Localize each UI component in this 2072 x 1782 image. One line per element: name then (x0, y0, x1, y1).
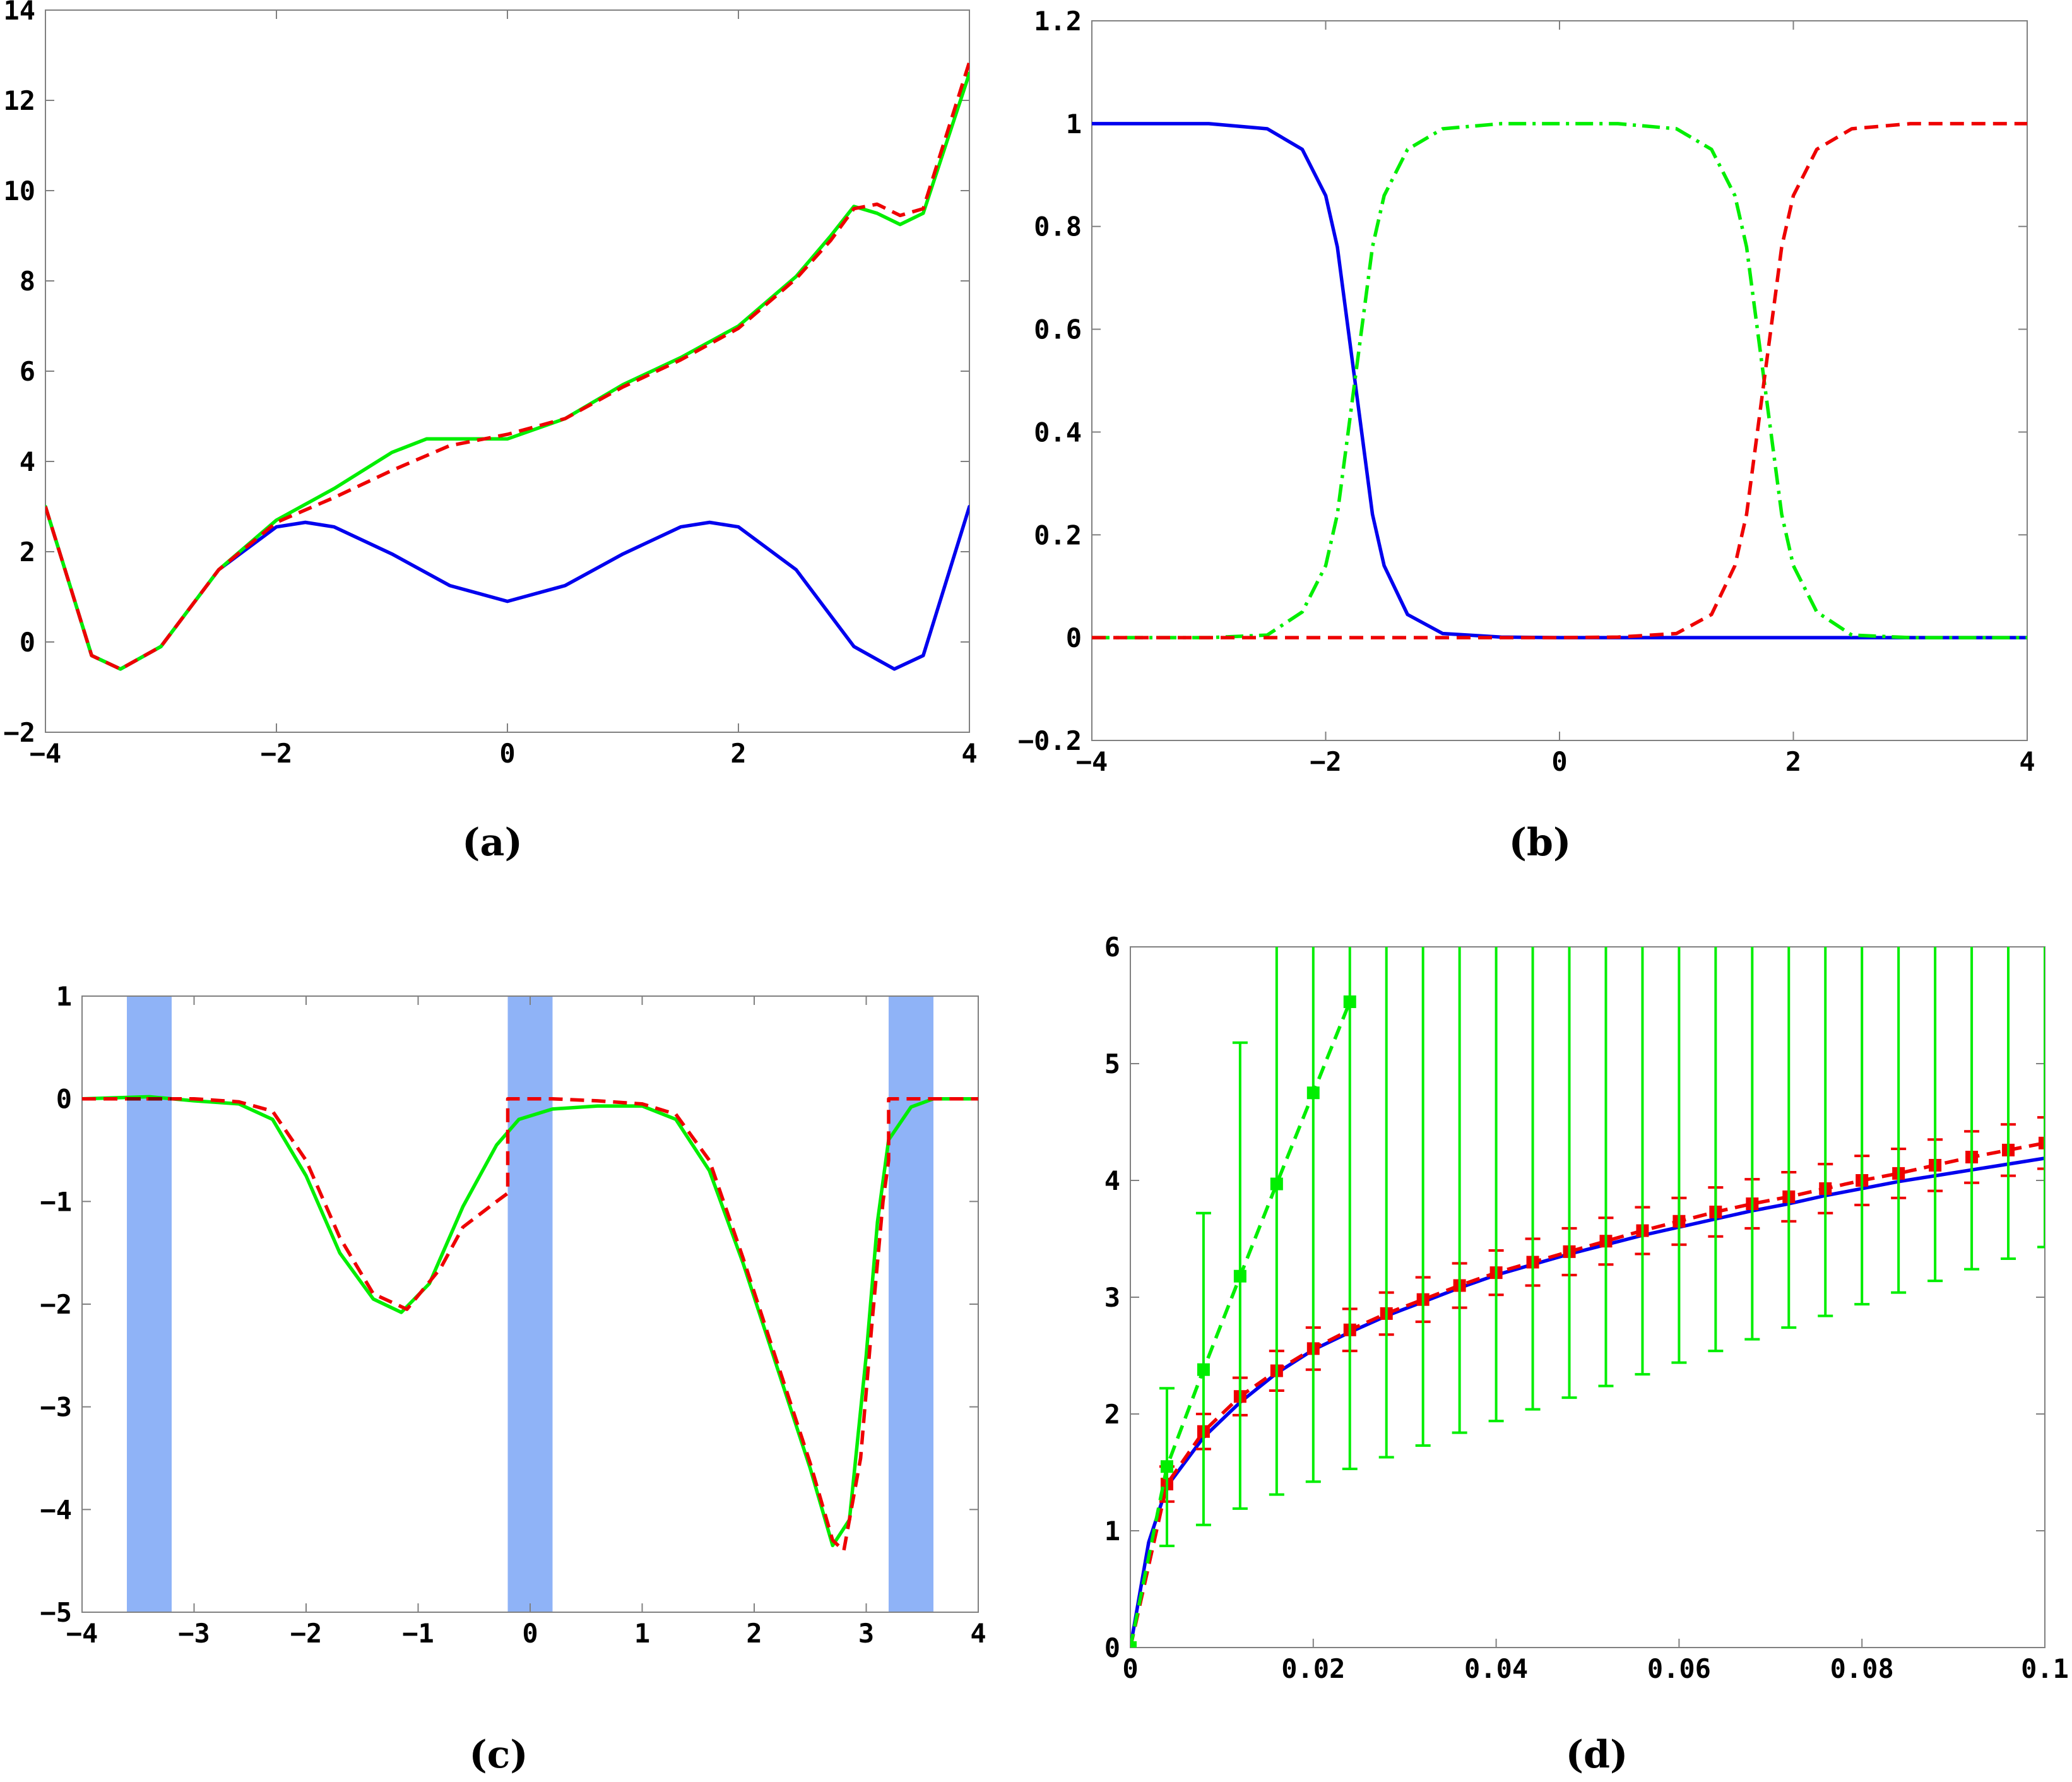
panel-a-ytick-label: 2 (20, 537, 35, 567)
panel-a-label: (a) (462, 821, 523, 865)
panel-c-band-2 (889, 996, 933, 1612)
panel-b-label: (b) (1509, 821, 1572, 865)
panel-c-xtick-label: −1 (402, 1618, 434, 1649)
panel-b-frame (1091, 20, 2028, 741)
panel-a-ytick-label: 12 (3, 85, 35, 116)
panel-d-frame (1130, 946, 2045, 1648)
panel-c-xtick-label: −3 (178, 1618, 210, 1649)
panel-a-plot-area (45, 61, 969, 671)
panel-d-point-estimator-green (1343, 995, 1356, 1008)
panel-b-ytick-label: 0.2 (1034, 520, 1082, 550)
panel-d-xtick-label: 0.04 (1464, 1653, 1528, 1684)
panel-a-xtick-label: 4 (961, 738, 977, 769)
panel-c-band-0 (127, 996, 172, 1612)
panel-c-xtick-label: 0 (522, 1618, 538, 1649)
panel-a-series-fit (45, 71, 969, 671)
panel-d-ytick-label: 4 (1104, 1165, 1120, 1196)
panel-a-xtick-label: 2 (730, 738, 746, 769)
panel-c-xtick-label: 2 (746, 1618, 762, 1649)
panel-b-series-right-well (1092, 122, 2027, 639)
panel-d-ytick-label: 5 (1104, 1048, 1120, 1079)
panel-b-series-middle-well (1092, 122, 2027, 639)
panel-c-xtick-label: −2 (290, 1618, 323, 1649)
panel-c-ytick-label: −4 (40, 1494, 72, 1525)
panel-d-ytick-label: 6 (1104, 932, 1120, 963)
panel-a-xtick-label: −2 (261, 738, 293, 769)
panel-d-ytick-label: 3 (1104, 1282, 1120, 1313)
panel-d-point-estimator-green (1160, 1460, 1173, 1473)
panel-a-xtick-label: −4 (30, 738, 62, 769)
panel-c: −4 −3 −2 −1 0 1 2 3 4−5−4−3−2−101(c) (40, 981, 986, 1777)
panel-c-ytick-label: −2 (40, 1289, 72, 1320)
panel-d: 0 0.02 0.04 0.06 0.08 0.1 0 1 2 3 4 5 6 (d) (1104, 932, 2069, 1777)
panel-b-plot-area (1092, 122, 2027, 639)
panel-d-plot-area (1130, 947, 2045, 1648)
panel-a-ytick-label: 8 (20, 266, 35, 297)
panel-a-xtick-label: 0 (499, 738, 515, 769)
panel-d-label: (d) (1566, 1733, 1628, 1777)
panel-a-ytick-label: −2 (3, 717, 35, 748)
panel-d-ytick-label: 1 (1104, 1516, 1120, 1547)
panel-c-xtick-label: 3 (858, 1618, 874, 1649)
panel-b-xtick-label: 2 (1785, 746, 1801, 777)
panel-c-ytick-label: −5 (40, 1597, 72, 1628)
panel-d-point-estimator-green (1270, 1177, 1283, 1191)
panel-c-xtick-label: 4 (970, 1618, 986, 1649)
panel-b-xtick-label: −4 (1076, 746, 1108, 777)
panel-b-ytick-label: 1.2 (1034, 6, 1082, 37)
panel-b-ytick-label: 0.6 (1034, 314, 1082, 345)
panel-b-ytick-label: −0.2 (1018, 725, 1082, 756)
panel-b-ytick-label: 1 (1066, 109, 1082, 140)
panel-c-ytick-label: 0 (56, 1084, 72, 1115)
panel-b-xtick-label: −2 (1310, 746, 1342, 777)
panel-d-xtick-label: 0.02 (1281, 1653, 1345, 1684)
panel-d-point-estimator-green (1197, 1363, 1210, 1376)
panel-b-ytick-label: 0.8 (1034, 211, 1082, 242)
panel-b-xtick-label: 4 (2019, 746, 2035, 777)
panel-c-xtick-label: 1 (634, 1618, 650, 1649)
panel-c-plot-area (82, 1095, 978, 1553)
panel-c-series-exact (82, 1096, 978, 1553)
panel-d-ytick-label: 2 (1104, 1399, 1120, 1430)
panel-c-ytick-label: −3 (40, 1392, 72, 1423)
panel-c-ytick-label: 1 (56, 981, 72, 1012)
panel-b-series-left-well (1092, 122, 2027, 639)
panel-d-xtick-label: 0.08 (1830, 1653, 1894, 1684)
panel-c-series-estimate (82, 1095, 978, 1548)
panel-b-xtick-label: 0 (1551, 746, 1567, 777)
panel-d-xtick-label: 0.1 (2021, 1653, 2069, 1684)
panel-a-ytick-label: 14 (3, 0, 35, 26)
panel-c-ytick-label: −1 (40, 1186, 72, 1217)
panel-d-point-estimator-green (1233, 1269, 1246, 1283)
panel-a-ytick-label: 10 (3, 175, 35, 206)
panel-b-ytick-label: 0.4 (1034, 417, 1082, 448)
panel-a-ytick-label: 6 (20, 356, 35, 387)
panel-a-frame (45, 9, 970, 733)
panel-c-label: (c) (469, 1733, 528, 1777)
panel-d-series-exact (1130, 1156, 2045, 1648)
panel-d-point-estimator-red (2039, 1136, 2045, 1149)
panel-d-xtick-label: 0 (1122, 1653, 1138, 1684)
panel-b: −4 −2 0 2 4 −0.2 0 0.2 0.4 0.6 0.8 1 1.2 (b) (1018, 6, 2035, 865)
panel-c-xtick-label: −4 (66, 1618, 98, 1649)
panel-d-xtick-label: 0.06 (1647, 1653, 1711, 1684)
panel-d-ytick-label: 0 (1104, 1632, 1120, 1663)
panel-d-series-estimator-red (1130, 1141, 2045, 1648)
panel-a-series-reference (45, 61, 969, 671)
panel-a-ytick-label: 0 (20, 627, 35, 658)
panel-c-band-1 (507, 996, 553, 1612)
panel-d-point-estimator-green (1130, 1641, 1137, 1648)
panel-b-ytick-label: 0 (1066, 622, 1082, 653)
panel-d-point-estimator-green (1306, 1086, 1320, 1100)
panel-a-series-potential (45, 504, 969, 671)
panel-a-ytick-label: 4 (20, 446, 35, 477)
